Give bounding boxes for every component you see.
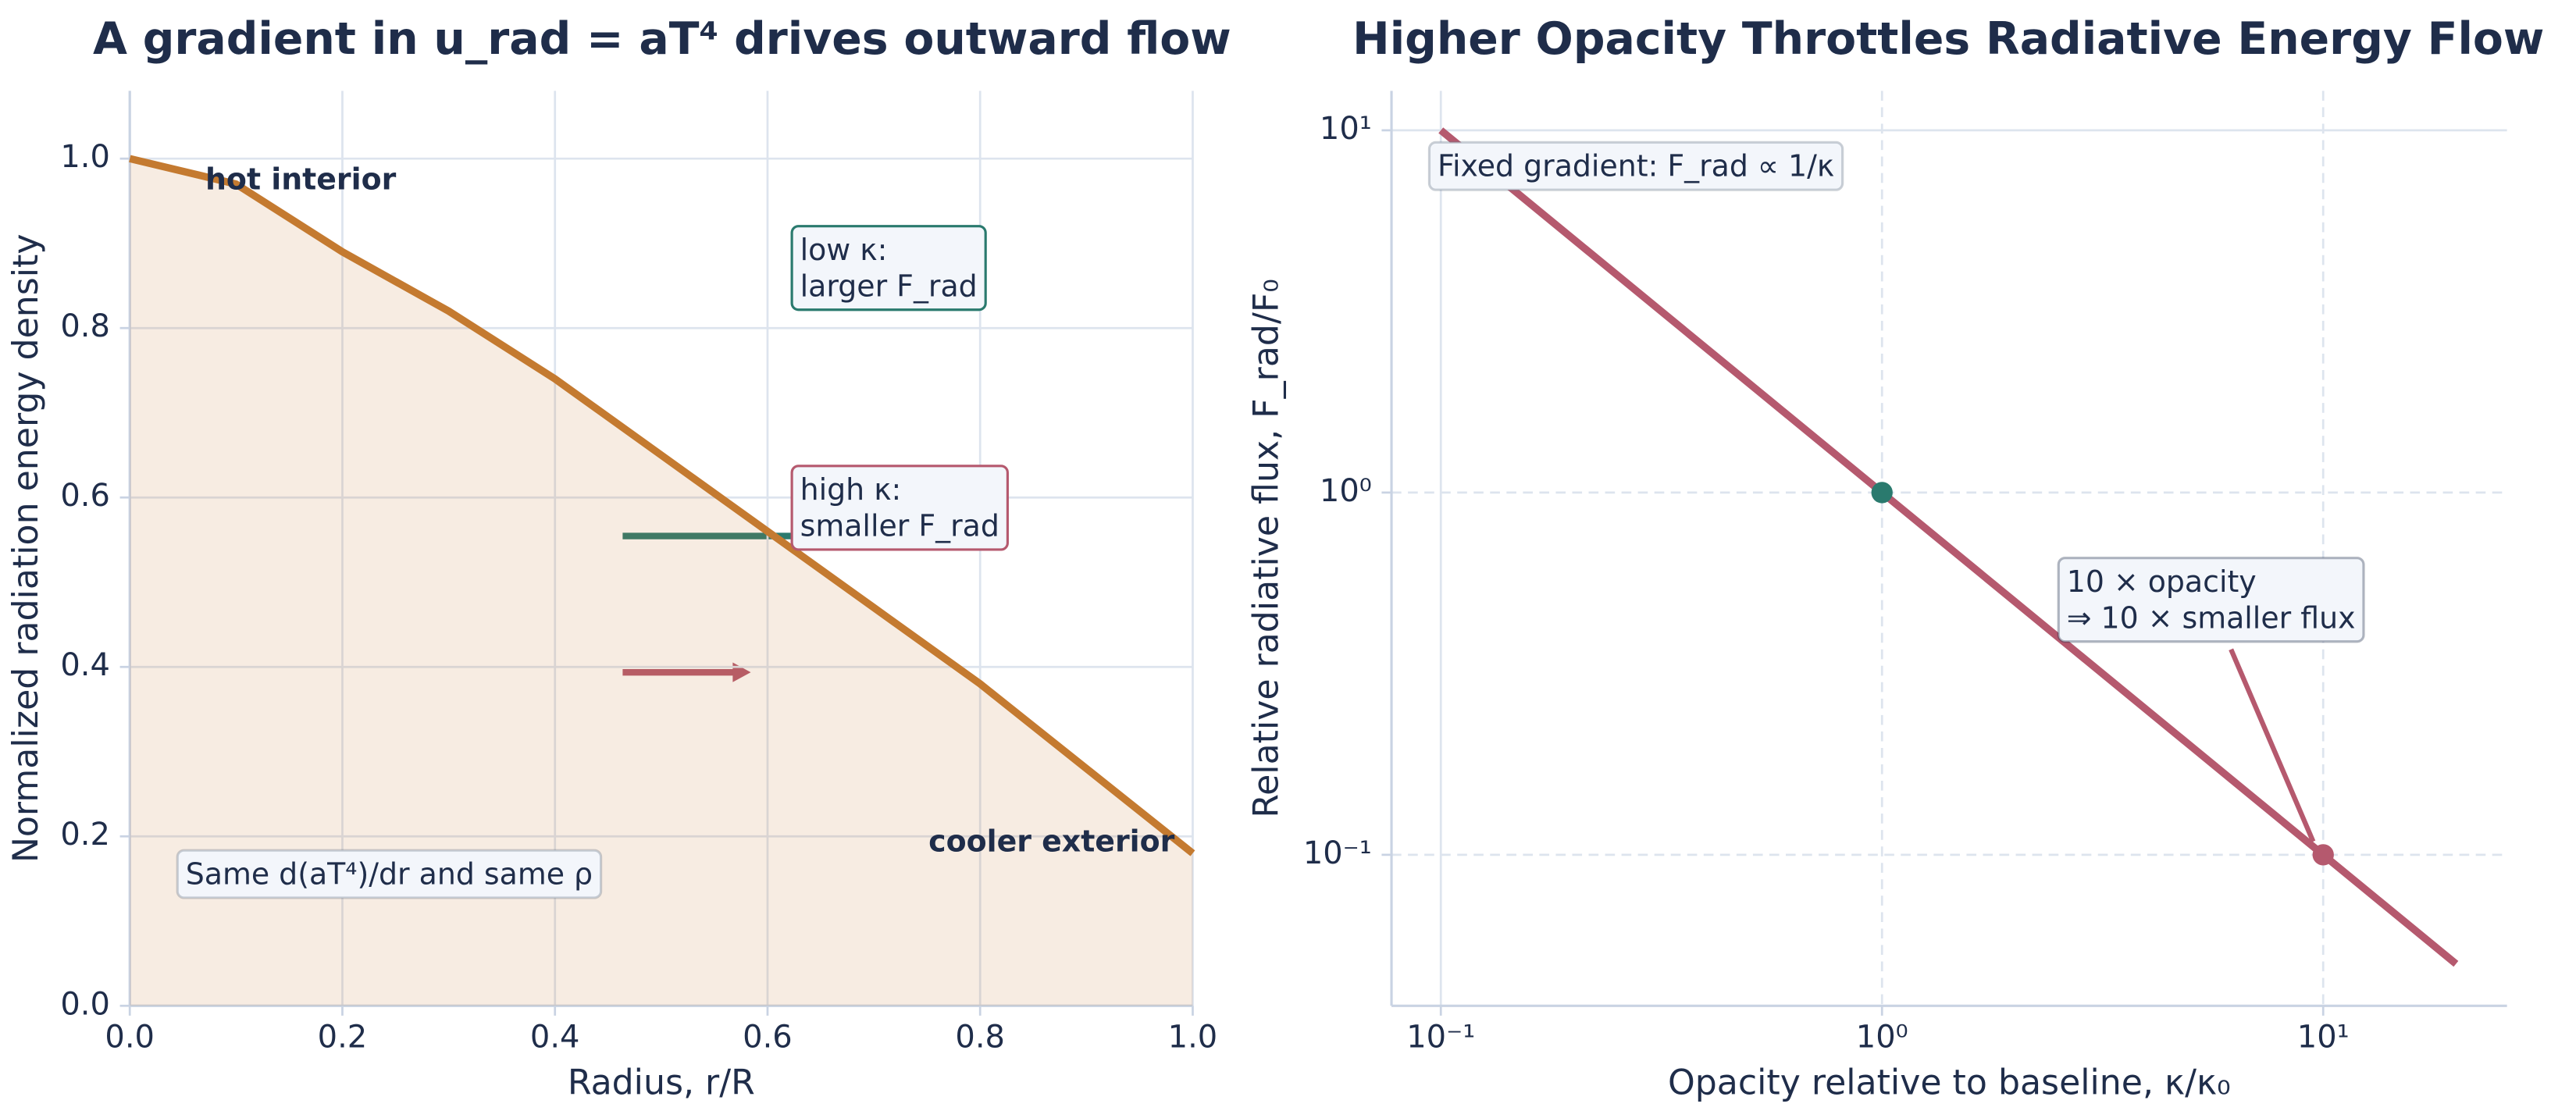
annotation-arrow [2229,648,2316,843]
annotation: high κ:smaller F_rad [790,465,1009,551]
y-tick-label: 0.4 [60,647,110,683]
annotation-box [1427,141,1844,191]
annotation: Same d(aT⁴)/dr and same ρ [176,849,603,899]
x-tick-label: 1.0 [1168,1019,1218,1055]
annotation: low κ:larger F_rad [790,225,987,312]
y-tick-label: 10¹ [1320,111,1372,147]
x-tick-label: 10⁰ [1856,1019,1908,1055]
y-tick-label: 0.2 [60,817,110,853]
annotation-text: 10 × opacity [2067,564,2257,599]
point [1871,482,1893,504]
chart-title: Higher Opacity Throttles Radiative Energ… [1352,13,2544,65]
annotation: Fixed gradient: F_rad ∝ 1/κ [1427,141,1844,191]
x-tick-label: 0.8 [955,1019,1005,1055]
annotation: 10 × opacity⇒ 10 × smaller flux [2057,557,2365,643]
y-axis-label: Relative radiative flux, F_rad/F₀ [1246,279,1286,818]
chart-title: A gradient in u_rad = aT⁴ drives outward… [93,13,1231,65]
y-tick-label: 0.8 [60,308,110,344]
y-tick-label: 1.0 [60,139,110,175]
x-tick-label: 0.6 [743,1019,793,1055]
y-tick-label: 10⁰ [1320,473,1372,509]
line [129,155,1195,856]
annotation-text: smaller F_rad [800,509,999,543]
annotation-box [790,465,1009,551]
annotation-box [2057,557,2365,643]
x-tick-label: 10⁻¹ [1406,1019,1475,1055]
chart: Higher Opacity Throttles Radiative Energ… [1246,13,2544,1102]
point [2312,844,2334,866]
annotation-box [176,849,603,899]
x-axis-label: Radius, r/R [568,1063,755,1102]
y-axis-label: Normalized radiation energy density [6,233,46,863]
annotation-text: Same d(aT⁴)/dr and same ρ [186,857,593,892]
y-tick-label: 10⁻¹ [1303,835,1372,871]
annotation-box [790,225,987,312]
annotation-text: cooler exterior [928,824,1174,858]
x-tick-label: 0.0 [105,1019,155,1055]
annotation-text: Fixed gradient: F_rad ∝ 1/κ [1438,149,1834,183]
annotation-text: ⇒ 10 × smaller flux [2067,600,2356,635]
annotation: cooler exterior [928,824,1174,858]
annotation-text: larger F_rad [800,269,978,303]
y-tick-label: 0.6 [60,478,110,514]
x-axis-label: Opacity relative to baseline, κ/κ₀ [1668,1063,2231,1102]
annotation-text: high κ: [800,472,902,507]
chart: A gradient in u_rad = aT⁴ drives outward… [6,13,1231,1102]
annotation-text: low κ: [800,233,888,267]
x-tick-label: 10¹ [2297,1019,2350,1055]
area [130,158,1193,1006]
y-tick-label: 0.0 [60,986,110,1022]
annotation: hot interior [205,162,397,197]
annotation-text: hot interior [205,162,397,197]
line [1438,127,2459,967]
x-tick-label: 0.2 [318,1019,368,1055]
x-tick-label: 0.4 [530,1019,580,1055]
